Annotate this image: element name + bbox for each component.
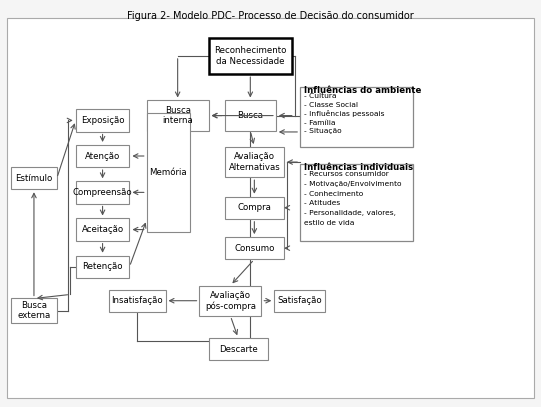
Text: Influências do ambiente: Influências do ambiente [305, 86, 422, 95]
Text: Avaliação
Alternativas: Avaliação Alternativas [228, 152, 280, 172]
Text: - Recursos consumidor: - Recursos consumidor [305, 171, 389, 177]
Text: - Motivação/Envolvimento: - Motivação/Envolvimento [305, 181, 402, 187]
FancyBboxPatch shape [225, 101, 276, 131]
FancyBboxPatch shape [76, 109, 129, 131]
FancyBboxPatch shape [200, 286, 261, 316]
Text: Busca
externa: Busca externa [17, 301, 50, 320]
Text: Aceitação: Aceitação [82, 225, 124, 234]
Text: Satisfação: Satisfação [278, 296, 322, 305]
Text: Avaliação
pós-compra: Avaliação pós-compra [205, 291, 256, 311]
Text: - Classe Social: - Classe Social [305, 102, 358, 108]
FancyBboxPatch shape [225, 197, 284, 219]
Text: Estímulo: Estímulo [15, 174, 52, 183]
Text: Busca
interna: Busca interna [162, 106, 193, 125]
Text: Consumo: Consumo [234, 244, 274, 253]
Text: Atenção: Atenção [85, 151, 120, 160]
Text: - Atitudes: - Atitudes [305, 200, 341, 206]
FancyBboxPatch shape [11, 167, 57, 189]
FancyBboxPatch shape [300, 87, 413, 147]
Text: Busca: Busca [237, 111, 263, 120]
Text: Descarte: Descarte [219, 345, 258, 354]
FancyBboxPatch shape [76, 256, 129, 278]
Text: Compreensão: Compreensão [72, 188, 133, 197]
Text: - Cultura: - Cultura [305, 93, 337, 99]
Text: Insatisfação: Insatisfação [111, 296, 163, 305]
FancyBboxPatch shape [274, 290, 325, 312]
FancyBboxPatch shape [209, 338, 268, 360]
FancyBboxPatch shape [225, 237, 284, 259]
Text: Compra: Compra [237, 203, 271, 212]
FancyBboxPatch shape [300, 164, 413, 241]
Text: - Conhecimento: - Conhecimento [305, 190, 364, 197]
Text: estilo de vida: estilo de vida [305, 220, 355, 226]
FancyBboxPatch shape [76, 145, 129, 167]
Text: Memória: Memória [149, 168, 187, 177]
FancyBboxPatch shape [147, 113, 190, 232]
Text: Influências individuais: Influências individuais [305, 163, 413, 172]
FancyBboxPatch shape [109, 290, 166, 312]
FancyBboxPatch shape [11, 298, 57, 323]
FancyBboxPatch shape [76, 219, 129, 241]
FancyBboxPatch shape [76, 181, 129, 204]
Text: - Personalidade, valores,: - Personalidade, valores, [305, 210, 397, 216]
Text: Figura 2- Modelo PDC- Processo de Decisão do consumidor: Figura 2- Modelo PDC- Processo de Decisã… [127, 11, 414, 22]
Text: Exposição: Exposição [81, 116, 124, 125]
FancyBboxPatch shape [7, 18, 534, 398]
FancyBboxPatch shape [225, 147, 284, 177]
FancyBboxPatch shape [147, 101, 209, 131]
FancyBboxPatch shape [209, 38, 292, 74]
Text: - Situação: - Situação [305, 128, 342, 134]
Text: - Família: - Família [305, 120, 336, 125]
Text: Reconhecimento
da Necessidade: Reconhecimento da Necessidade [214, 46, 287, 66]
Text: Retenção: Retenção [82, 262, 123, 271]
Text: - Influências pessoais: - Influências pessoais [305, 110, 385, 117]
